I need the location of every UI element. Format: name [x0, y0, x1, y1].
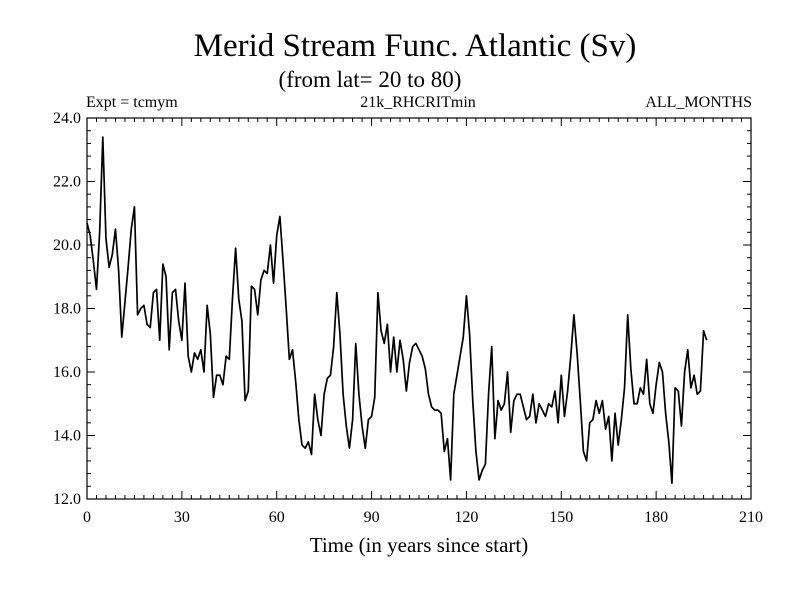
y-tick-label: 12.0	[53, 491, 81, 508]
x-tick-label: 180	[644, 509, 668, 526]
x-tick-label: 60	[269, 509, 285, 526]
series-line	[86, 136, 708, 484]
y-tick-label: 20.0	[53, 237, 81, 254]
y-tick-label: 24.0	[53, 110, 81, 127]
x-axis-label: Time (in years since start)	[310, 533, 529, 557]
x-tick-label: 90	[364, 509, 380, 526]
y-tick-label: 22.0	[53, 174, 81, 191]
y-tick-label: 16.0	[53, 364, 81, 381]
header-run-name: 21k_RHCRITmin	[360, 94, 476, 111]
header-expt: Expt = tcmym	[86, 94, 178, 111]
chart-title: Merid Stream Func. Atlantic (Sv)	[194, 28, 637, 64]
y-tick-label: 18.0	[53, 301, 81, 318]
x-tick-label: 0	[83, 509, 91, 526]
y-tick-labels: 12.0 14.0 16.0 18.0 20.0 22.0 24.0	[53, 110, 81, 508]
chart-subtitle: (from lat= 20 to 80)	[279, 67, 462, 92]
x-tick-label: 30	[174, 509, 190, 526]
x-tick-label: 210	[739, 509, 763, 526]
x-tick-label: 150	[549, 509, 573, 526]
y-tick-label: 14.0	[53, 428, 81, 445]
header-months: ALL_MONTHS	[645, 94, 752, 111]
x-tick-label: 120	[454, 509, 478, 526]
x-tick-labels: 0 30 60 90 120 150 180 210	[83, 509, 763, 526]
axis-ticks	[86, 117, 752, 500]
